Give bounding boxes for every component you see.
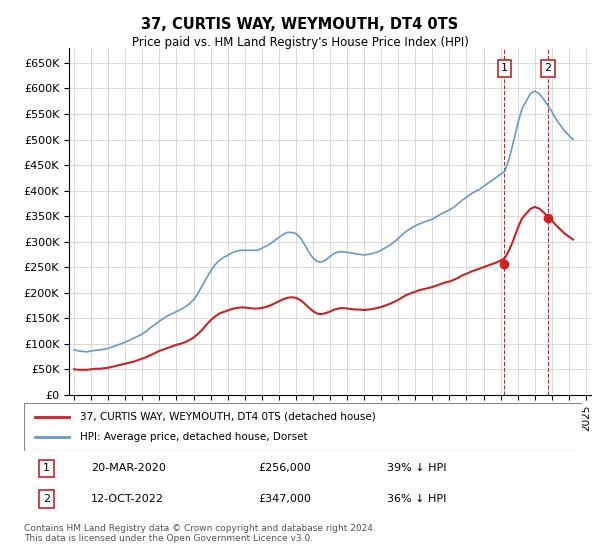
Text: 1: 1 (501, 63, 508, 73)
Text: 20-MAR-2020: 20-MAR-2020 (91, 464, 166, 473)
Text: 37, CURTIS WAY, WEYMOUTH, DT4 0TS: 37, CURTIS WAY, WEYMOUTH, DT4 0TS (142, 17, 458, 32)
Text: 39% ↓ HPI: 39% ↓ HPI (387, 464, 446, 473)
Text: £347,000: £347,000 (259, 494, 311, 503)
FancyBboxPatch shape (24, 403, 582, 451)
Text: 12-OCT-2022: 12-OCT-2022 (91, 494, 164, 503)
Text: 1: 1 (43, 464, 50, 473)
Text: £256,000: £256,000 (259, 464, 311, 473)
Text: 2: 2 (544, 63, 551, 73)
Text: 37, CURTIS WAY, WEYMOUTH, DT4 0TS (detached house): 37, CURTIS WAY, WEYMOUTH, DT4 0TS (detac… (80, 412, 376, 422)
Text: 2: 2 (43, 494, 50, 503)
Text: HPI: Average price, detached house, Dorset: HPI: Average price, detached house, Dors… (80, 432, 307, 442)
Text: Contains HM Land Registry data © Crown copyright and database right 2024.
This d: Contains HM Land Registry data © Crown c… (24, 524, 376, 543)
Text: 36% ↓ HPI: 36% ↓ HPI (387, 494, 446, 503)
Text: Price paid vs. HM Land Registry's House Price Index (HPI): Price paid vs. HM Land Registry's House … (131, 36, 469, 49)
